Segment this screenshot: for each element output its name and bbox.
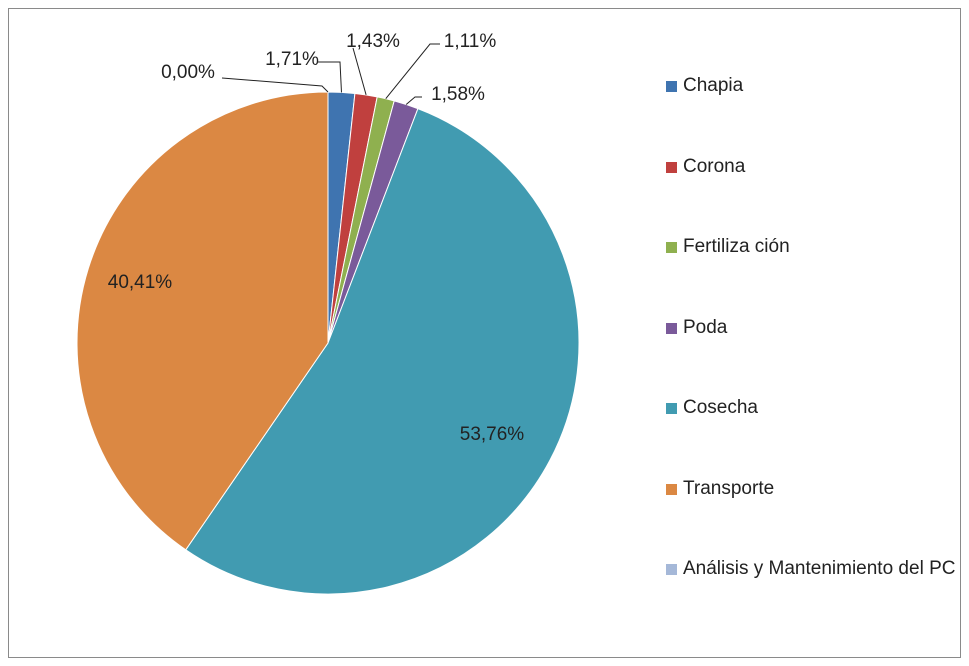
data-label: 1,11% xyxy=(444,31,497,52)
legend-label: Fertiliza ción xyxy=(683,236,790,257)
legend-item: Transporte xyxy=(666,474,966,504)
legend-label: Cosecha xyxy=(683,397,758,418)
data-label: 1,43% xyxy=(346,31,400,52)
legend-label: Transporte xyxy=(683,477,775,499)
legend-label: Poda xyxy=(683,316,728,338)
leader-line xyxy=(352,47,367,96)
data-label: 1,58% xyxy=(431,84,485,105)
pie-slice xyxy=(76,91,329,551)
data-label: 0,00% xyxy=(161,62,215,83)
leader-line xyxy=(221,77,329,93)
legend-item: Cosecha xyxy=(666,393,966,423)
legend-swatch xyxy=(666,564,677,575)
legend-swatch xyxy=(666,403,677,414)
legend-swatch xyxy=(666,483,677,495)
legend-item: Fertiliza ción xyxy=(666,232,966,262)
legend-swatch xyxy=(666,322,677,334)
leader-line xyxy=(318,61,342,93)
legend-swatch xyxy=(666,161,677,173)
legend-swatch xyxy=(666,81,677,92)
data-label: 1,71% xyxy=(265,49,319,70)
legend-item: Poda xyxy=(666,313,966,343)
legend-item: Corona xyxy=(666,152,966,182)
legend-label: Corona xyxy=(683,155,746,177)
pie-slice xyxy=(185,108,580,595)
leader-line xyxy=(405,96,422,105)
data-label: 53,76% xyxy=(460,424,525,445)
leader-line xyxy=(385,43,440,100)
data-label: 40,41% xyxy=(108,272,173,293)
legend-label: Chapia xyxy=(683,75,744,96)
legend-item: Análisis y Mantenimiento del PC xyxy=(666,554,966,584)
legend-label: Análisis y Mantenimiento del PC xyxy=(683,558,956,579)
legend-item: Chapia xyxy=(666,71,966,101)
legend-swatch xyxy=(666,242,677,253)
